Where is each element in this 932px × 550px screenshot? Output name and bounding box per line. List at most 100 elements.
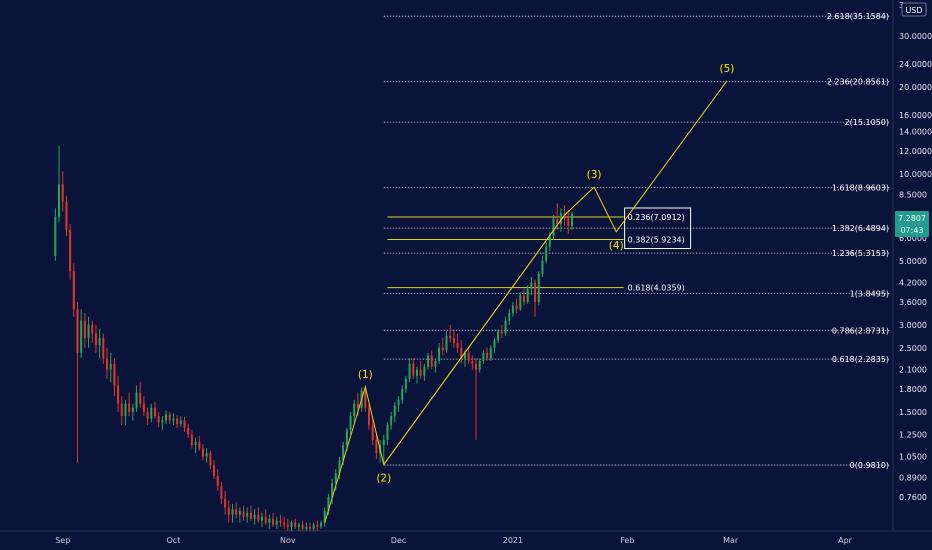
candle-2020-09-29	[165, 410, 168, 425]
candle-2020-09-26	[153, 402, 156, 419]
candle-2021-01-08	[537, 271, 540, 306]
time-tick-feb: Feb	[620, 536, 634, 545]
candle-body	[526, 288, 529, 303]
candle-body	[58, 184, 61, 217]
candle-body	[423, 366, 426, 376]
candle-body	[209, 453, 212, 466]
candle-2020-11-06	[305, 522, 308, 531]
candle-body	[390, 416, 393, 426]
price-tick-4-2000: 4.2000	[899, 279, 927, 288]
candle-body	[345, 429, 348, 446]
candle-body	[176, 418, 179, 425]
candle-body	[105, 358, 109, 370]
candle-body	[153, 407, 156, 417]
candle-body	[109, 363, 112, 370]
candle-2020-11-30	[393, 402, 396, 423]
candle-2020-09-14	[109, 352, 112, 383]
candle-body	[497, 331, 500, 341]
candle-2020-10-21	[246, 507, 249, 523]
candle-body	[320, 522, 323, 527]
candle-2020-10-19	[238, 507, 241, 523]
currency-button[interactable]: USD	[901, 2, 927, 17]
fib-ext-label-2-618-35-1584: 2.618(35.1584)	[827, 12, 889, 21]
candle-body	[264, 516, 267, 523]
candle-2020-12-21	[471, 355, 474, 370]
candle-2021-01-01	[511, 302, 514, 317]
price-tick-3-0000: 3.0000	[899, 321, 927, 330]
candle-2020-12-06	[415, 366, 418, 384]
candle-2020-11-25	[375, 434, 378, 459]
candle-body	[556, 218, 559, 225]
candle-body	[165, 414, 168, 421]
candle-body	[224, 498, 227, 508]
candle-2020-11-18	[349, 411, 352, 435]
candle-2020-11-10	[320, 520, 323, 529]
candle-2020-10-31	[283, 516, 286, 529]
candle-2020-11-27	[382, 434, 385, 464]
candle-2020-10-11	[209, 450, 212, 470]
price-tick-1-8000: 1.8000	[899, 385, 927, 394]
candle-2020-11-24	[371, 418, 374, 446]
candle-2020-12-29	[500, 324, 503, 339]
candle-2020-12-12	[438, 342, 441, 364]
candle-body	[456, 342, 459, 348]
candle-body	[334, 473, 337, 484]
candle-body	[375, 439, 378, 454]
candle-body	[316, 524, 319, 527]
candle-2020-10-29	[275, 516, 278, 529]
candle-2021-01-09	[541, 255, 544, 277]
candle-body	[397, 399, 400, 406]
candle-body	[69, 229, 72, 272]
fib-retracement-levels: 0.236(7.0912) 0.382(5.9234) 0.618(4.0359)	[387, 207, 692, 293]
candle-body	[135, 392, 138, 408]
wave-label-2: (2)	[376, 473, 391, 485]
candle-body	[570, 213, 573, 226]
candle-body	[353, 403, 356, 417]
candle-body	[198, 441, 201, 449]
candle-body	[356, 403, 359, 408]
candle-2020-08-30	[54, 208, 57, 261]
candle-body	[534, 282, 537, 303]
candle-body	[412, 363, 415, 376]
candle-body	[508, 312, 511, 321]
candle-body	[235, 509, 238, 515]
candle-2021-01-03	[519, 291, 522, 312]
candle-body	[91, 324, 94, 334]
last-price-value: 7.2807	[898, 214, 926, 223]
candle-2020-09-22	[139, 382, 142, 408]
candle-2021-01-12	[552, 215, 555, 241]
candle-body	[308, 526, 311, 529]
candle-body	[471, 360, 474, 364]
candle-2020-10-02	[176, 415, 179, 428]
candle-2020-11-05	[301, 520, 304, 531]
candle-body	[272, 518, 275, 525]
candle-body	[220, 486, 223, 499]
candle-2020-09-23	[142, 396, 145, 417]
candle-2021-01-10	[545, 242, 548, 264]
candle-body	[522, 295, 526, 303]
candle-body	[257, 514, 260, 521]
price-tick-2-1000: 2.1000	[899, 366, 927, 375]
candle-body	[190, 434, 193, 446]
candle-body	[367, 407, 371, 426]
candle-2020-11-07	[308, 522, 311, 531]
candle-2020-09-24	[146, 407, 149, 426]
candle-body	[475, 363, 478, 370]
candle-body	[401, 388, 404, 400]
candle-2020-11-09	[316, 520, 319, 531]
candle-2020-09-03	[69, 224, 72, 280]
candle-2020-09-17	[120, 396, 123, 426]
candle-2020-10-22	[249, 505, 252, 521]
price-axis: 30.0000 24.0000 20.0000 16.0000 14.0000 12.00…	[899, 1, 932, 502]
candle-2020-09-05	[76, 302, 79, 463]
candle-body	[146, 411, 149, 419]
candle-body	[128, 403, 131, 412]
candle-body	[427, 355, 430, 367]
candle-2020-09-20	[131, 403, 134, 421]
price-tick-24-0000: 24.0000	[899, 60, 932, 69]
candle-2021-01-04	[522, 288, 526, 306]
candle-2020-12-26	[489, 345, 492, 361]
candle-body	[323, 511, 326, 523]
candle-body	[183, 420, 186, 428]
